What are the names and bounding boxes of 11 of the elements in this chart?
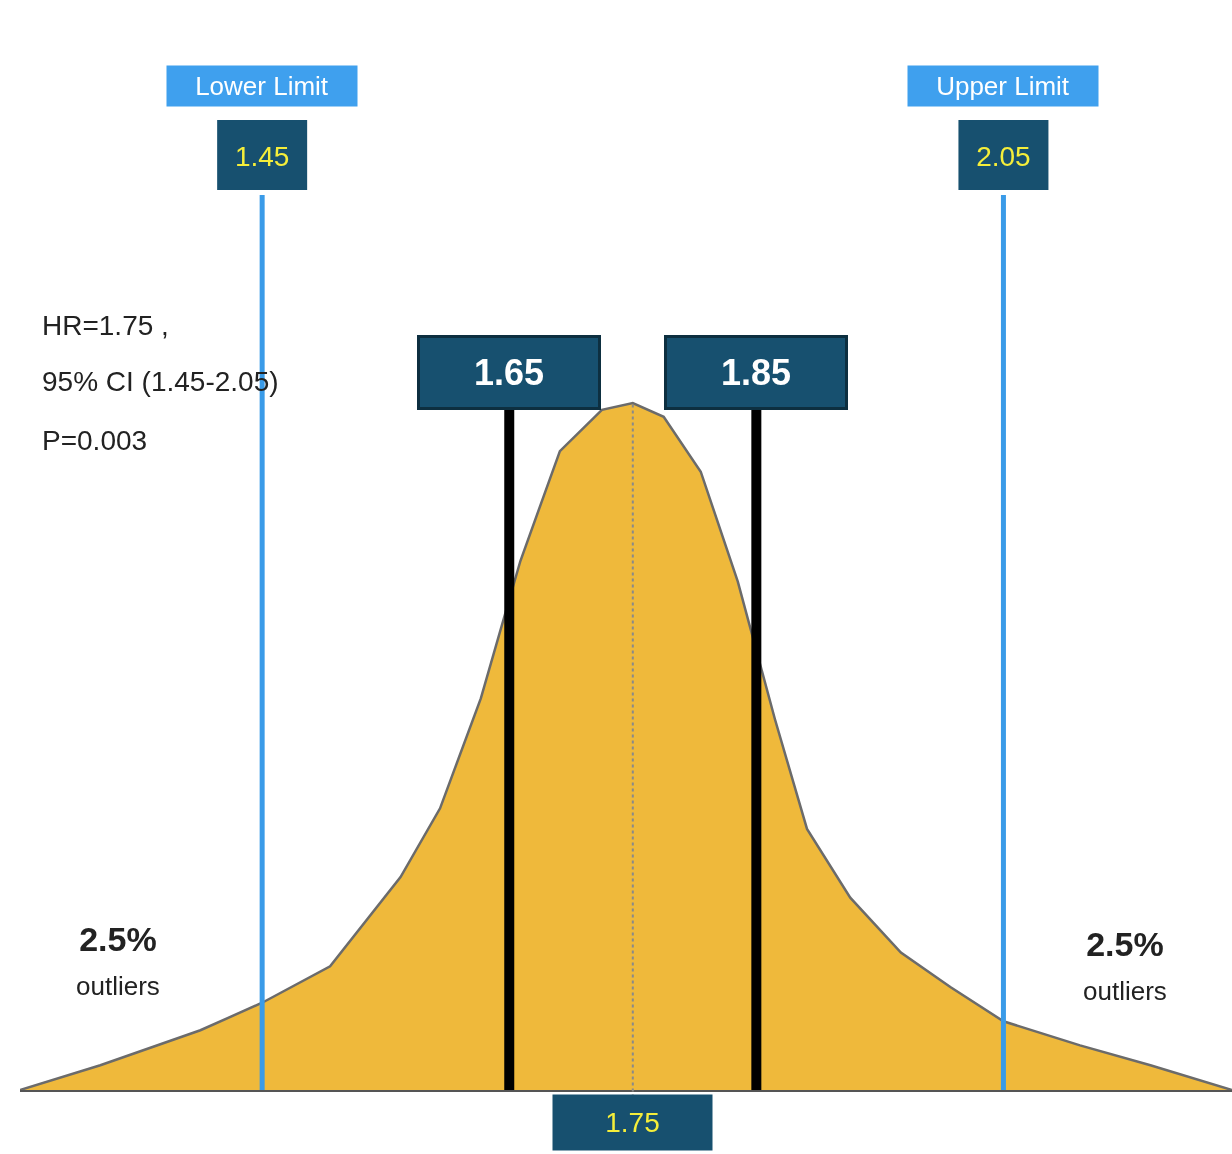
annotation: 2.5% outliers	[76, 920, 160, 1002]
text: HR=1.75 ,	[42, 310, 169, 341]
x-tick-label: 1.45	[234, 141, 290, 173]
annotation: 2.5% outliers	[1083, 925, 1167, 1007]
ref-line-label: 1.65	[473, 352, 545, 393]
x-tick-label: 2.05	[976, 141, 1031, 173]
ref-line-label: 1.75	[605, 1107, 660, 1138]
ref-line-label: 1.85	[720, 352, 792, 393]
text: Upper Limit	[936, 71, 1070, 101]
text: Lower Limit	[195, 71, 329, 101]
annotation: P=0.003	[42, 425, 148, 456]
